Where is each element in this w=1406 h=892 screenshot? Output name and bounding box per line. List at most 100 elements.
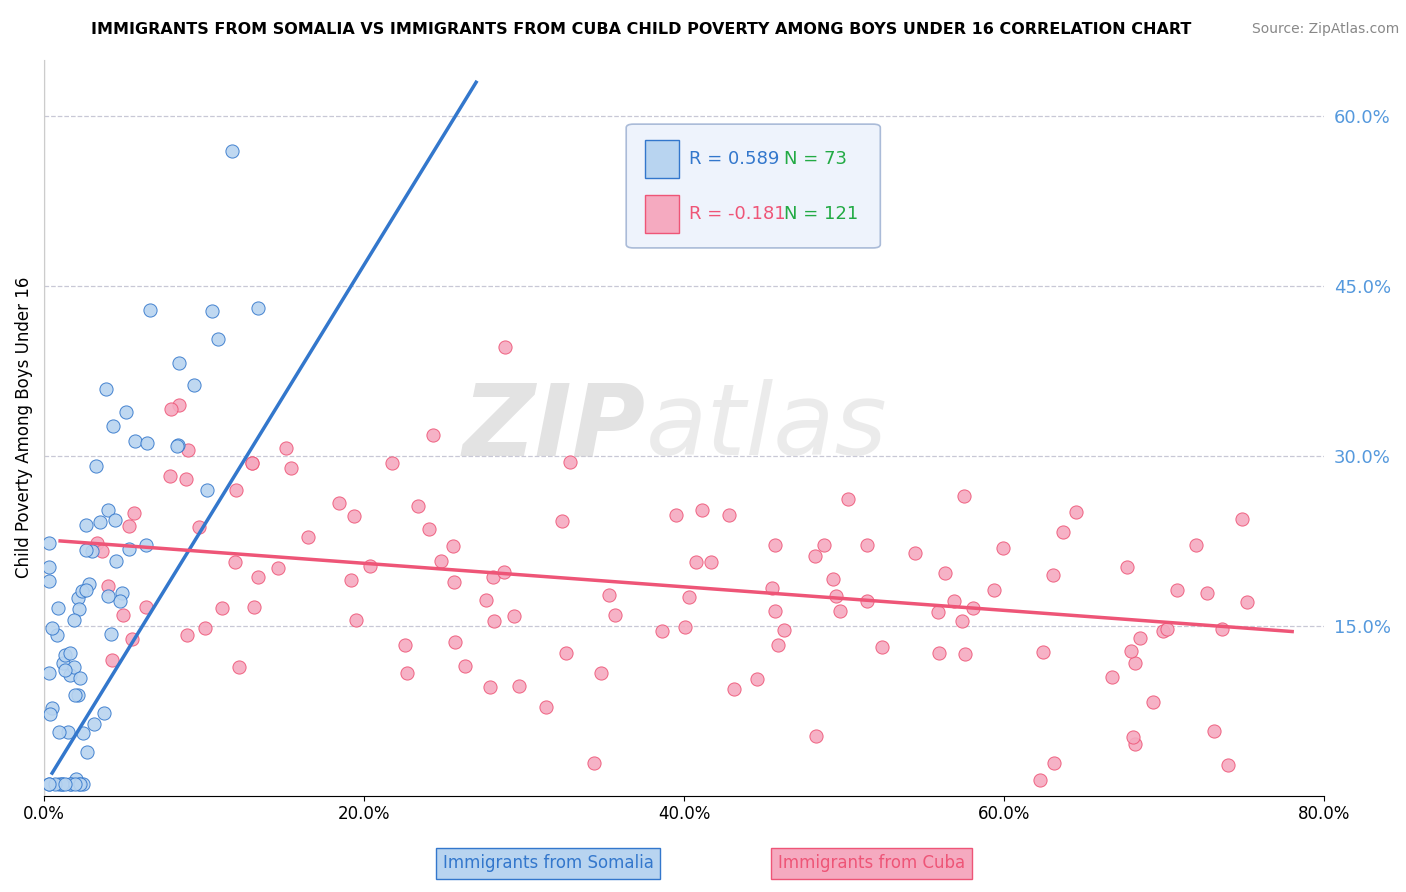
- Point: [723, 681, 745, 696]
- Point: [934, 566, 956, 581]
- Point: [240, 456, 263, 470]
- Point: [1166, 583, 1188, 598]
- Point: [453, 658, 475, 673]
- Point: [53, 664, 76, 678]
- Point: [1232, 512, 1254, 526]
- Point: [247, 570, 270, 584]
- Point: [1101, 670, 1123, 684]
- Point: [328, 496, 350, 510]
- Point: [38, 706, 60, 721]
- Point: [52, 657, 75, 671]
- Point: [297, 530, 319, 544]
- Point: [59, 668, 82, 682]
- Point: [494, 340, 516, 354]
- Point: [97, 579, 120, 593]
- Point: [962, 600, 984, 615]
- Point: [1123, 737, 1146, 751]
- Point: [598, 588, 620, 602]
- Point: [115, 405, 138, 419]
- Point: [48, 777, 70, 791]
- Point: [183, 378, 205, 392]
- Point: [51, 777, 73, 791]
- Point: [38, 777, 60, 791]
- Point: [1202, 723, 1225, 738]
- Point: [479, 680, 502, 694]
- Point: [717, 508, 740, 523]
- Point: [813, 539, 835, 553]
- Point: [1236, 594, 1258, 608]
- Point: [51, 777, 73, 791]
- Point: [201, 303, 224, 318]
- Point: [91, 543, 114, 558]
- Point: [928, 646, 950, 660]
- Point: [582, 756, 605, 770]
- Point: [89, 515, 111, 529]
- Point: [551, 514, 574, 528]
- Point: [101, 653, 124, 667]
- Point: [1032, 644, 1054, 658]
- Point: [1218, 757, 1240, 772]
- Point: [108, 594, 131, 608]
- Point: [100, 626, 122, 640]
- Point: [983, 582, 1005, 597]
- Point: [1211, 622, 1233, 636]
- Point: [135, 538, 157, 552]
- Point: [591, 666, 613, 681]
- Point: [396, 665, 419, 680]
- Point: [492, 565, 515, 579]
- Point: [194, 621, 217, 635]
- Point: [240, 456, 263, 470]
- Point: [381, 457, 404, 471]
- Point: [603, 608, 626, 623]
- Point: [75, 518, 97, 533]
- Point: [942, 593, 965, 607]
- Point: [118, 519, 141, 533]
- Point: [803, 549, 825, 564]
- Text: R = 0.589: R = 0.589: [689, 150, 779, 169]
- Point: [536, 699, 558, 714]
- Point: [344, 613, 367, 627]
- Point: [59, 646, 82, 660]
- Point: [121, 632, 143, 646]
- Point: [94, 382, 117, 396]
- Point: [870, 640, 893, 654]
- Point: [824, 589, 846, 603]
- Point: [678, 591, 700, 605]
- Point: [1142, 695, 1164, 709]
- Point: [953, 647, 976, 661]
- Point: [228, 660, 250, 674]
- Point: [86, 536, 108, 550]
- Point: [139, 303, 162, 318]
- Point: [690, 503, 713, 517]
- Point: [104, 513, 127, 527]
- Point: [830, 603, 852, 617]
- Point: [70, 584, 93, 599]
- Point: [105, 554, 128, 568]
- Point: [66, 688, 89, 702]
- Point: [135, 599, 157, 614]
- Point: [167, 438, 190, 452]
- Point: [59, 777, 82, 791]
- Point: [763, 604, 786, 618]
- Point: [112, 608, 135, 623]
- Point: [856, 593, 879, 607]
- Point: [136, 435, 159, 450]
- Point: [1184, 538, 1206, 552]
- Point: [159, 468, 181, 483]
- Point: [394, 639, 416, 653]
- Point: [474, 592, 496, 607]
- Point: [406, 499, 429, 513]
- Text: R = -0.181: R = -0.181: [689, 205, 785, 223]
- Point: [821, 572, 844, 586]
- Point: [246, 301, 269, 315]
- Point: [444, 635, 467, 649]
- Point: [837, 492, 859, 507]
- Point: [927, 605, 949, 619]
- Point: [242, 599, 264, 614]
- Point: [991, 541, 1014, 556]
- Point: [1052, 524, 1074, 539]
- Text: atlas: atlas: [645, 379, 887, 476]
- Point: [160, 401, 183, 416]
- Point: [111, 586, 134, 600]
- Point: [97, 589, 120, 603]
